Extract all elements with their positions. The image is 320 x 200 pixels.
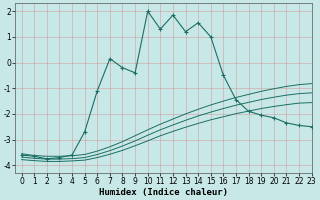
X-axis label: Humidex (Indice chaleur): Humidex (Indice chaleur) — [99, 188, 228, 197]
